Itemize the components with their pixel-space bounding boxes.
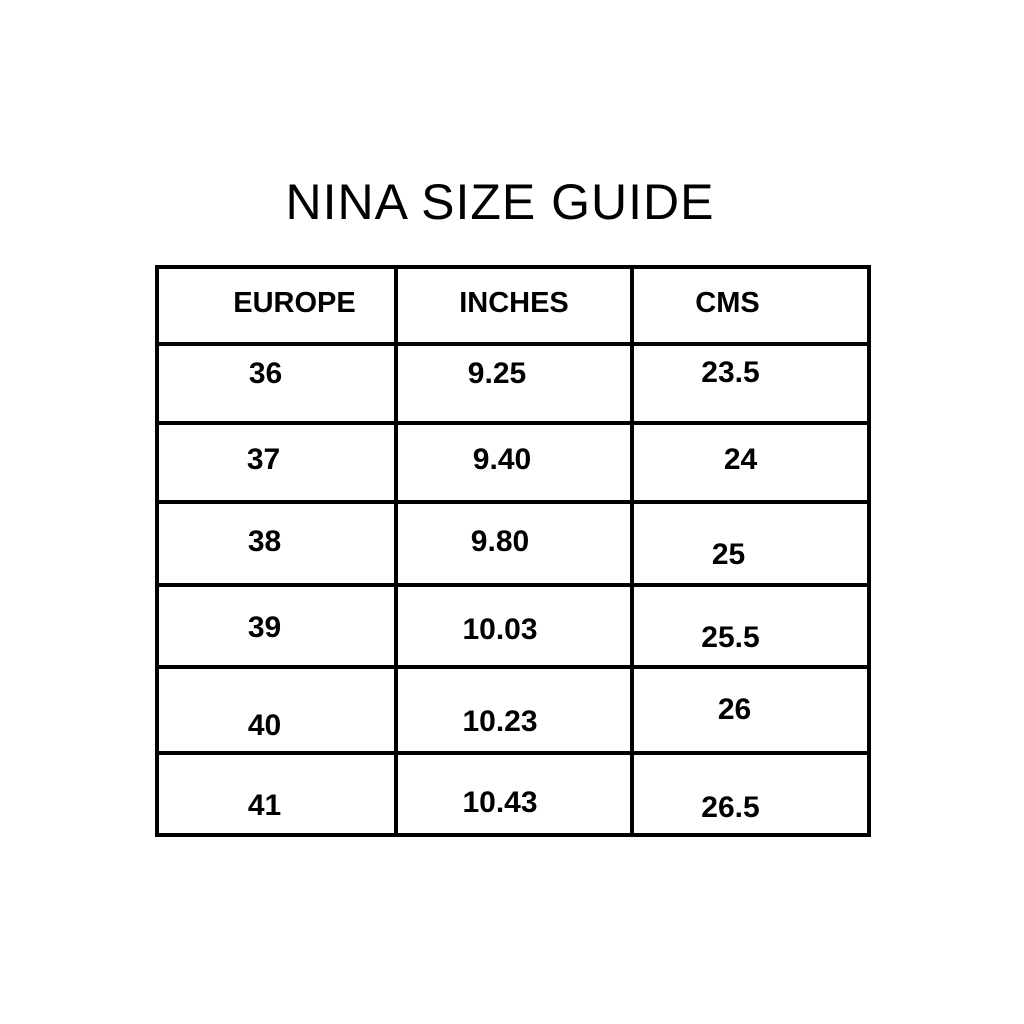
cell-europe: 36 (155, 342, 398, 425)
column-header-cms: CMS (630, 265, 871, 346)
cell-europe: 40 (155, 665, 398, 755)
cell-cms: 24 (630, 421, 871, 504)
table-row: 40 10.23 26 (155, 665, 871, 755)
cell-cms: 26 (630, 665, 871, 755)
table-row: 37 9.40 24 (155, 421, 871, 504)
page-title: NINA SIZE GUIDE (285, 174, 715, 230)
cell-inches: 9.40 (394, 421, 634, 504)
table-header-row: EUROPE INCHES CMS (155, 265, 871, 346)
cell-inches: 10.23 (394, 665, 634, 755)
cell-inches: 10.03 (394, 583, 634, 669)
cell-inches: 9.80 (394, 500, 634, 587)
table-row: 36 9.25 23.5 (155, 342, 871, 425)
cell-inches: 9.25 (394, 342, 634, 425)
column-header-europe: EUROPE (155, 265, 398, 346)
cell-cms: 23.5 (630, 342, 871, 425)
cell-europe: 38 (155, 500, 398, 587)
cell-europe: 37 (155, 421, 398, 504)
cell-cms: 25 (630, 500, 871, 587)
table-row: 41 10.43 26.5 (155, 751, 871, 837)
size-guide-table: EUROPE INCHES CMS 36 9.25 23.5 37 9.40 2… (155, 265, 871, 837)
table-row: 39 10.03 25.5 (155, 583, 871, 669)
cell-europe: 39 (155, 583, 398, 669)
cell-cms: 25.5 (630, 583, 871, 669)
cell-inches: 10.43 (394, 751, 634, 837)
cell-europe: 41 (155, 751, 398, 837)
column-header-inches: INCHES (394, 265, 634, 346)
table-row: 38 9.80 25 (155, 500, 871, 587)
cell-cms: 26.5 (630, 751, 871, 837)
